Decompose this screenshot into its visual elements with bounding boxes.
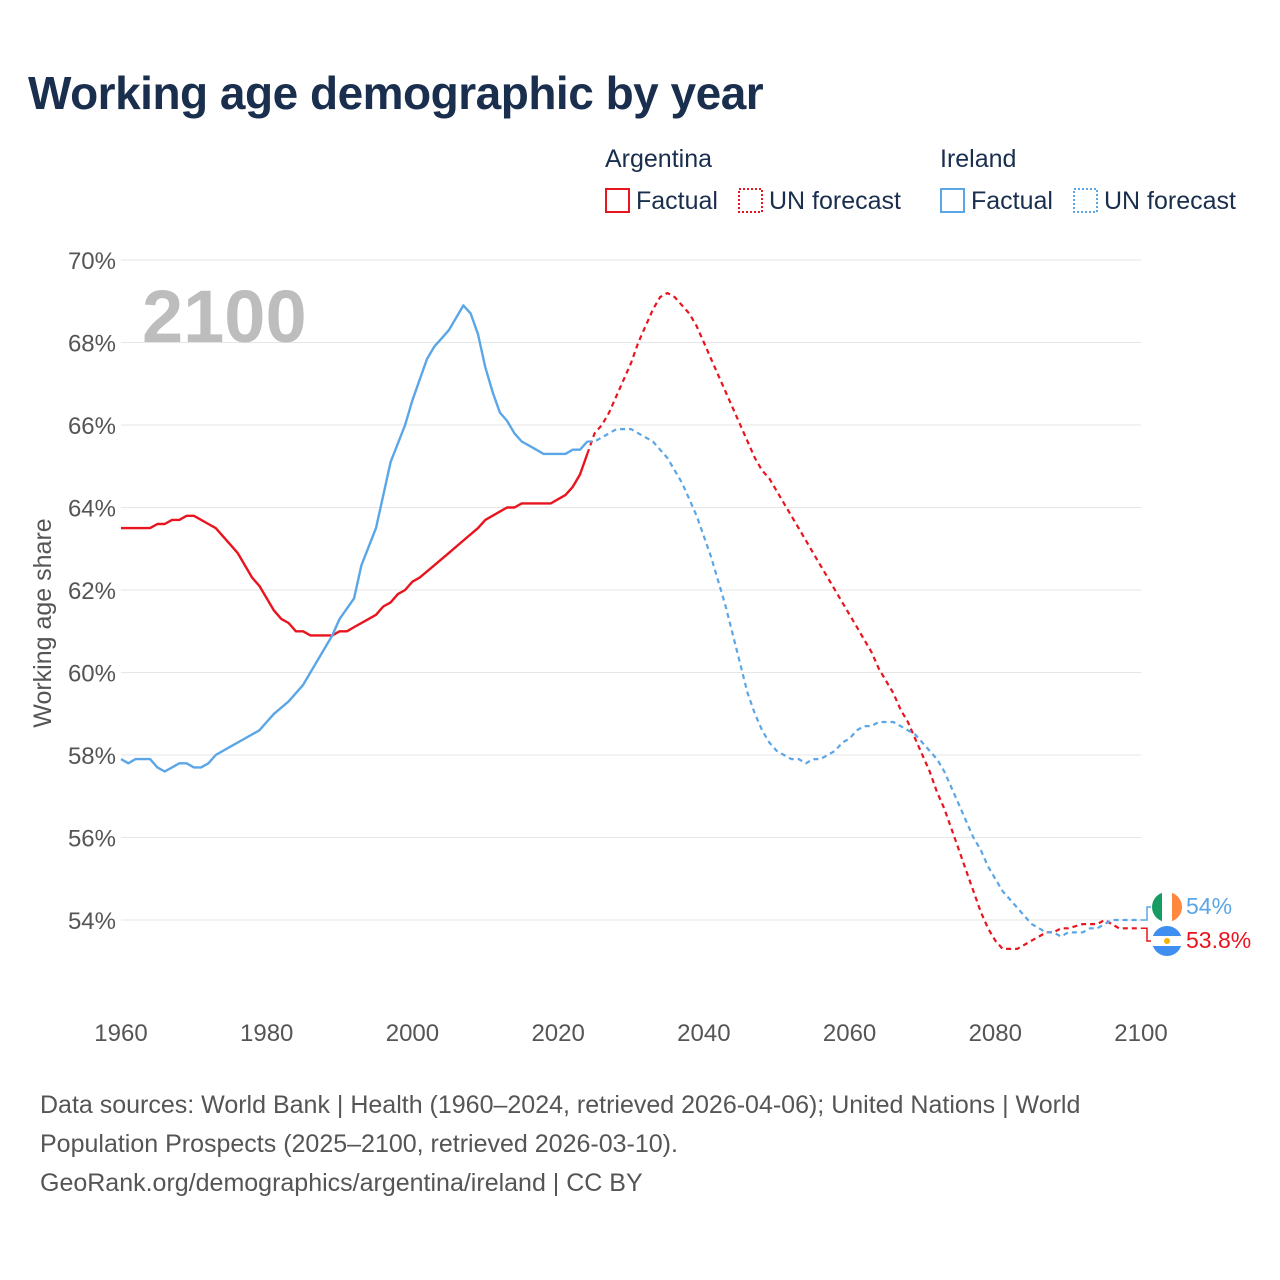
year-watermark: 2100 bbox=[142, 275, 307, 358]
y-tick-label: 54% bbox=[68, 908, 116, 935]
y-tick-label: 70% bbox=[68, 248, 116, 275]
x-tick-label: 2020 bbox=[531, 1020, 584, 1047]
ireland-end-value-label: 54% bbox=[1186, 893, 1232, 919]
y-tick-label: 64% bbox=[68, 496, 116, 523]
legend-group-title-ireland: Ireland bbox=[940, 145, 1016, 173]
y-tick-label: 56% bbox=[68, 826, 116, 853]
legend-label-argentina-forecast: UN forecast bbox=[769, 187, 901, 215]
y-tick-label: 66% bbox=[68, 413, 116, 440]
legend-swatch-ireland-forecast bbox=[1073, 188, 1098, 213]
y-axis-tick-labels: 54% 56% 58% 60% 62% 64% 66% 68% 70% bbox=[68, 248, 116, 935]
ireland-forecast-line bbox=[587, 428, 1141, 938]
end-labels: 54% 53.8% bbox=[1152, 892, 1251, 956]
legend-label-argentina-factual: Factual bbox=[636, 187, 718, 215]
source-line-2: Population Prospects (2025–2100, retriev… bbox=[40, 1130, 678, 1158]
y-axis-label: Working age share bbox=[29, 518, 57, 727]
x-axis-tick-labels: 1960 1980 2000 2020 2040 2060 2080 2100 bbox=[94, 1020, 1167, 1047]
argentina-flag-icon bbox=[1152, 926, 1182, 956]
series-layer bbox=[120, 291, 1151, 951]
x-tick-label: 2100 bbox=[1114, 1020, 1167, 1047]
ireland-end-connector bbox=[1141, 906, 1151, 921]
source-line-1: Data sources: World Bank | Health (1960–… bbox=[40, 1091, 1081, 1119]
ireland-flag-icon bbox=[1152, 892, 1182, 922]
chart-title: Working age demographic by year bbox=[28, 67, 764, 119]
legend-label-ireland-factual: Factual bbox=[971, 187, 1053, 215]
source-line-3: GeoRank.org/demographics/argentina/irela… bbox=[40, 1169, 643, 1197]
y-tick-label: 62% bbox=[68, 578, 116, 605]
x-tick-label: 2040 bbox=[677, 1020, 730, 1047]
argentina-end-connector bbox=[1141, 927, 1151, 942]
argentina-forecast-line bbox=[586, 291, 1141, 951]
legend-swatch-argentina-factual bbox=[605, 188, 630, 213]
legend: Argentina Factual UN forecast Ireland Fa… bbox=[605, 145, 1236, 215]
argentina-end-value-label: 53.8% bbox=[1186, 927, 1251, 953]
x-tick-label: 2080 bbox=[969, 1020, 1022, 1047]
y-tick-label: 68% bbox=[68, 331, 116, 358]
source-note: Data sources: World Bank | Health (1960–… bbox=[40, 1086, 1220, 1203]
legend-label-ireland-forecast: UN forecast bbox=[1104, 187, 1236, 215]
legend-swatch-argentina-forecast bbox=[738, 188, 763, 213]
ireland-factual-line bbox=[120, 304, 589, 773]
legend-swatch-ireland-factual bbox=[940, 188, 965, 213]
grid-lines bbox=[121, 259, 1141, 921]
argentina-factual-line bbox=[121, 453, 589, 637]
legend-group-title-argentina: Argentina bbox=[605, 145, 712, 173]
x-tick-label: 2060 bbox=[823, 1020, 876, 1047]
y-tick-label: 60% bbox=[68, 661, 116, 688]
x-tick-label: 1960 bbox=[94, 1020, 147, 1047]
y-tick-label: 58% bbox=[68, 743, 116, 770]
x-tick-label: 2000 bbox=[386, 1020, 439, 1047]
x-tick-label: 1980 bbox=[240, 1020, 293, 1047]
